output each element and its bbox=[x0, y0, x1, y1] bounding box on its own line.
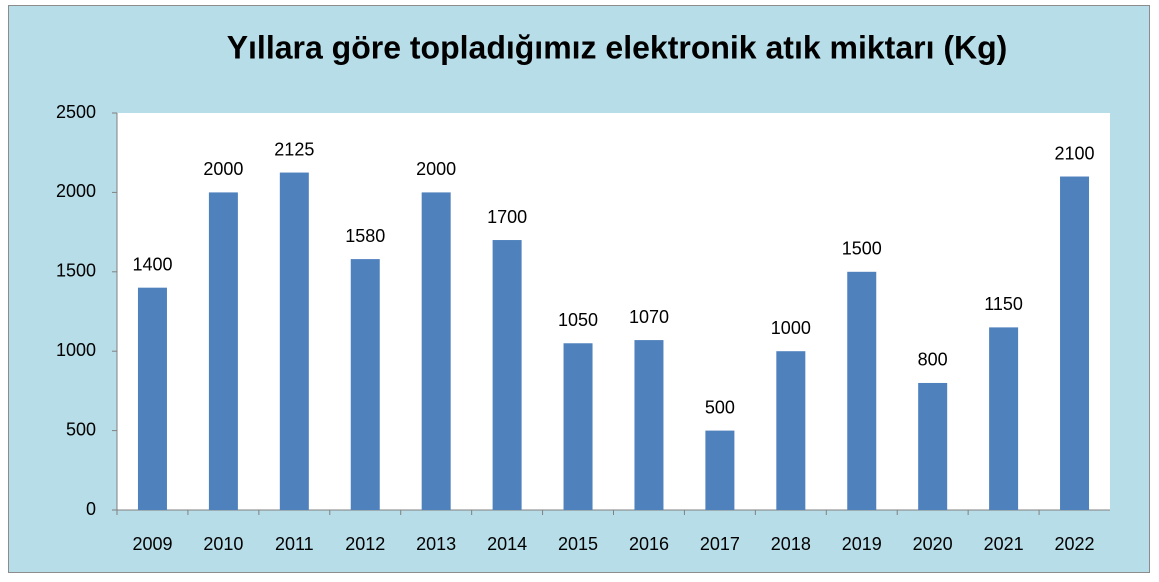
bar bbox=[279, 172, 309, 511]
bar bbox=[776, 351, 806, 510]
x-tick-label: 2019 bbox=[842, 534, 882, 554]
x-tick-label: 2015 bbox=[558, 534, 598, 554]
x-tick-label: 2014 bbox=[487, 534, 527, 554]
y-tick-label: 2500 bbox=[56, 102, 96, 122]
y-tick-label: 500 bbox=[66, 419, 96, 439]
value-label: 1050 bbox=[558, 310, 598, 330]
bar bbox=[847, 271, 877, 510]
value-label: 1500 bbox=[842, 239, 882, 259]
x-tick-label: 2017 bbox=[700, 534, 740, 554]
bar bbox=[1060, 176, 1090, 510]
bar bbox=[421, 192, 451, 510]
value-label: 2125 bbox=[274, 139, 314, 159]
value-label: 2000 bbox=[416, 159, 456, 179]
x-tick-label: 2012 bbox=[345, 534, 385, 554]
x-tick-label: 2009 bbox=[132, 534, 172, 554]
bar bbox=[705, 430, 735, 510]
bar bbox=[350, 259, 380, 510]
value-label: 1000 bbox=[771, 318, 811, 338]
plot-area bbox=[117, 113, 1110, 510]
y-tick-label: 2000 bbox=[56, 181, 96, 201]
value-label: 2000 bbox=[203, 159, 243, 179]
value-label: 1150 bbox=[984, 294, 1023, 314]
x-tick-label: 2013 bbox=[416, 534, 456, 554]
x-tick-label: 2018 bbox=[771, 534, 811, 554]
bar bbox=[208, 192, 238, 510]
value-label: 800 bbox=[918, 350, 948, 370]
y-tick-label: 0 bbox=[86, 499, 96, 519]
bar bbox=[563, 343, 593, 510]
y-tick-label: 1500 bbox=[56, 261, 96, 281]
x-tick-label: 2022 bbox=[1055, 534, 1095, 554]
y-tick-label: 1000 bbox=[56, 340, 96, 360]
value-label: 1580 bbox=[345, 226, 385, 246]
x-tick-label: 2020 bbox=[913, 534, 953, 554]
value-label: 500 bbox=[705, 397, 735, 417]
x-tick-label: 2010 bbox=[203, 534, 243, 554]
bar bbox=[137, 287, 167, 510]
x-tick-label: 2021 bbox=[984, 534, 1024, 554]
value-label: 2100 bbox=[1055, 143, 1095, 163]
bar bbox=[492, 240, 522, 511]
x-tick-label: 2011 bbox=[275, 534, 314, 554]
value-label: 1070 bbox=[629, 307, 669, 327]
chart-title: Yıllara göre topladığımız elektronik atı… bbox=[227, 29, 1008, 65]
bar bbox=[918, 382, 948, 510]
value-label: 1700 bbox=[487, 207, 527, 227]
value-label: 1400 bbox=[132, 254, 172, 274]
x-tick-label: 2016 bbox=[629, 534, 669, 554]
bar bbox=[989, 327, 1019, 510]
bar bbox=[634, 340, 664, 510]
